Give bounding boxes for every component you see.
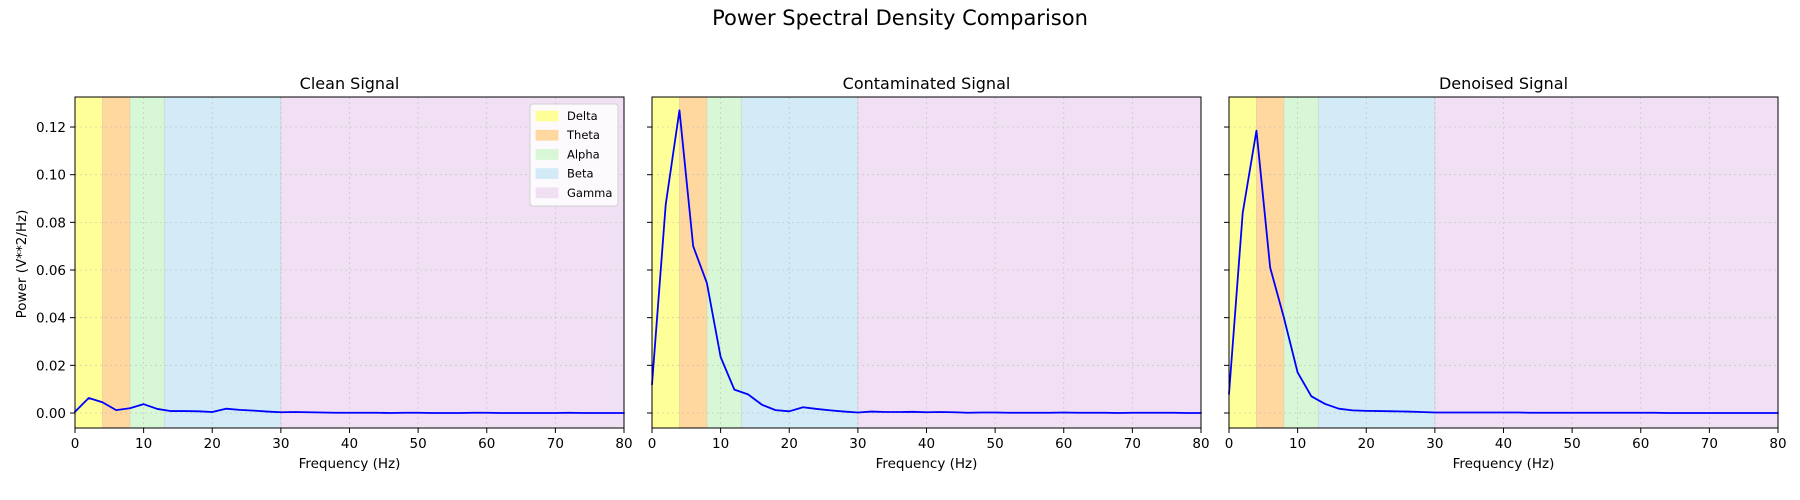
x-tick-label: 20: [1358, 436, 1375, 452]
band-delta: [1229, 97, 1257, 428]
x-tick-label: 20: [204, 436, 221, 452]
x-axis-label: Frequency (Hz): [876, 456, 978, 472]
legend-label-delta: Delta: [567, 109, 598, 123]
x-axis-label: Frequency (Hz): [299, 456, 401, 472]
subplot-title: Contaminated Signal: [843, 74, 1011, 93]
y-tick-label: 0.02: [36, 358, 66, 374]
band-gamma: [857, 97, 1201, 428]
x-tick-label: 40: [341, 436, 358, 452]
x-tick-label: 60: [1632, 436, 1649, 452]
y-tick-label: 0.04: [36, 311, 66, 327]
band-delta: [75, 97, 103, 428]
subplot-panels: 0 10 20 30 40 50 60 70 80 0.00 0.02 0.04 0.06 0.08 0.1…: [36, 74, 1787, 472]
x-tick-label: 80: [1192, 436, 1209, 452]
psd-line-1: [651, 109, 1202, 414]
legend: Delta Theta Alpha Beta Gamma: [529, 103, 619, 207]
x-tick-label: 50: [987, 436, 1004, 452]
band-alpha: [706, 97, 742, 428]
band-delta: [652, 97, 680, 428]
x-tick-label: 10: [1289, 436, 1306, 452]
psd-line-1: [74, 397, 625, 414]
x-tick-label: 30: [1426, 436, 1443, 452]
band-beta: [164, 97, 281, 428]
x-tick-label: 20: [781, 436, 798, 452]
band-alpha: [1283, 97, 1319, 428]
psd-line-1: [1228, 129, 1779, 414]
y-tick-label: 0.08: [36, 215, 66, 231]
x-tick-label: 0: [71, 436, 80, 452]
x-tick-label: 10: [712, 436, 729, 452]
legend-swatch-gamma: [535, 187, 559, 199]
x-tick-label: 60: [478, 436, 495, 452]
x-tick-label: 70: [1701, 436, 1718, 452]
x-tick-label: 80: [1769, 436, 1786, 452]
x-tick-label: 40: [918, 436, 935, 452]
subplot-1: 0 10 20 30 40 50 60 70 80 0.00 0.02 0.04 0.06 0.08 0.1…: [36, 74, 633, 472]
x-tick-label: 0: [1225, 436, 1234, 452]
legend-label-beta: Beta: [567, 167, 594, 181]
legend-swatch-beta: [535, 168, 559, 180]
band-gamma: [1434, 97, 1778, 428]
y-axis-label: Power (V**2/Hz): [14, 210, 30, 319]
y-tick-label: 0.06: [36, 263, 66, 279]
legend-swatch-delta: [535, 110, 559, 122]
subplot-2: 0 10 20 30 40 50 60 70 80 Contaminated Signal Freq…: [647, 74, 1210, 472]
x-tick-label: 60: [1055, 436, 1072, 452]
legend-swatch-alpha: [535, 148, 559, 160]
band-beta: [1318, 97, 1435, 428]
legend-label-theta: Theta: [566, 128, 600, 142]
y-tick-label: 0.10: [36, 168, 66, 184]
y-tick-label: 0.12: [36, 120, 66, 136]
x-tick-label: 10: [135, 436, 152, 452]
band-beta: [741, 97, 858, 428]
legend-label-alpha: Alpha: [567, 147, 600, 161]
band-alpha: [129, 97, 165, 428]
subplot-title: Denoised Signal: [1439, 74, 1568, 93]
x-tick-label: 0: [648, 436, 657, 452]
legend-box: [529, 103, 619, 207]
x-tick-label: 50: [410, 436, 427, 452]
subplot-title: Clean Signal: [300, 74, 400, 93]
x-tick-label: 50: [1564, 436, 1581, 452]
x-tick-label: 70: [547, 436, 564, 452]
x-tick-label: 40: [1495, 436, 1512, 452]
x-tick-label: 30: [272, 436, 289, 452]
legend-label-gamma: Gamma: [567, 186, 612, 200]
x-tick-label: 30: [849, 436, 866, 452]
y-tick-label: 0.00: [36, 406, 66, 422]
legend-swatch-theta: [535, 129, 559, 141]
figure-title: Power Spectral Density Comparison: [712, 6, 1088, 30]
subplot-3: 0 10 20 30 40 50 60 70 80 Denoised Signal Frequenc…: [1224, 74, 1787, 472]
x-tick-label: 70: [1124, 436, 1141, 452]
x-axis-label: Frequency (Hz): [1453, 456, 1555, 472]
x-tick-label: 80: [615, 436, 632, 452]
band-theta: [102, 97, 130, 428]
